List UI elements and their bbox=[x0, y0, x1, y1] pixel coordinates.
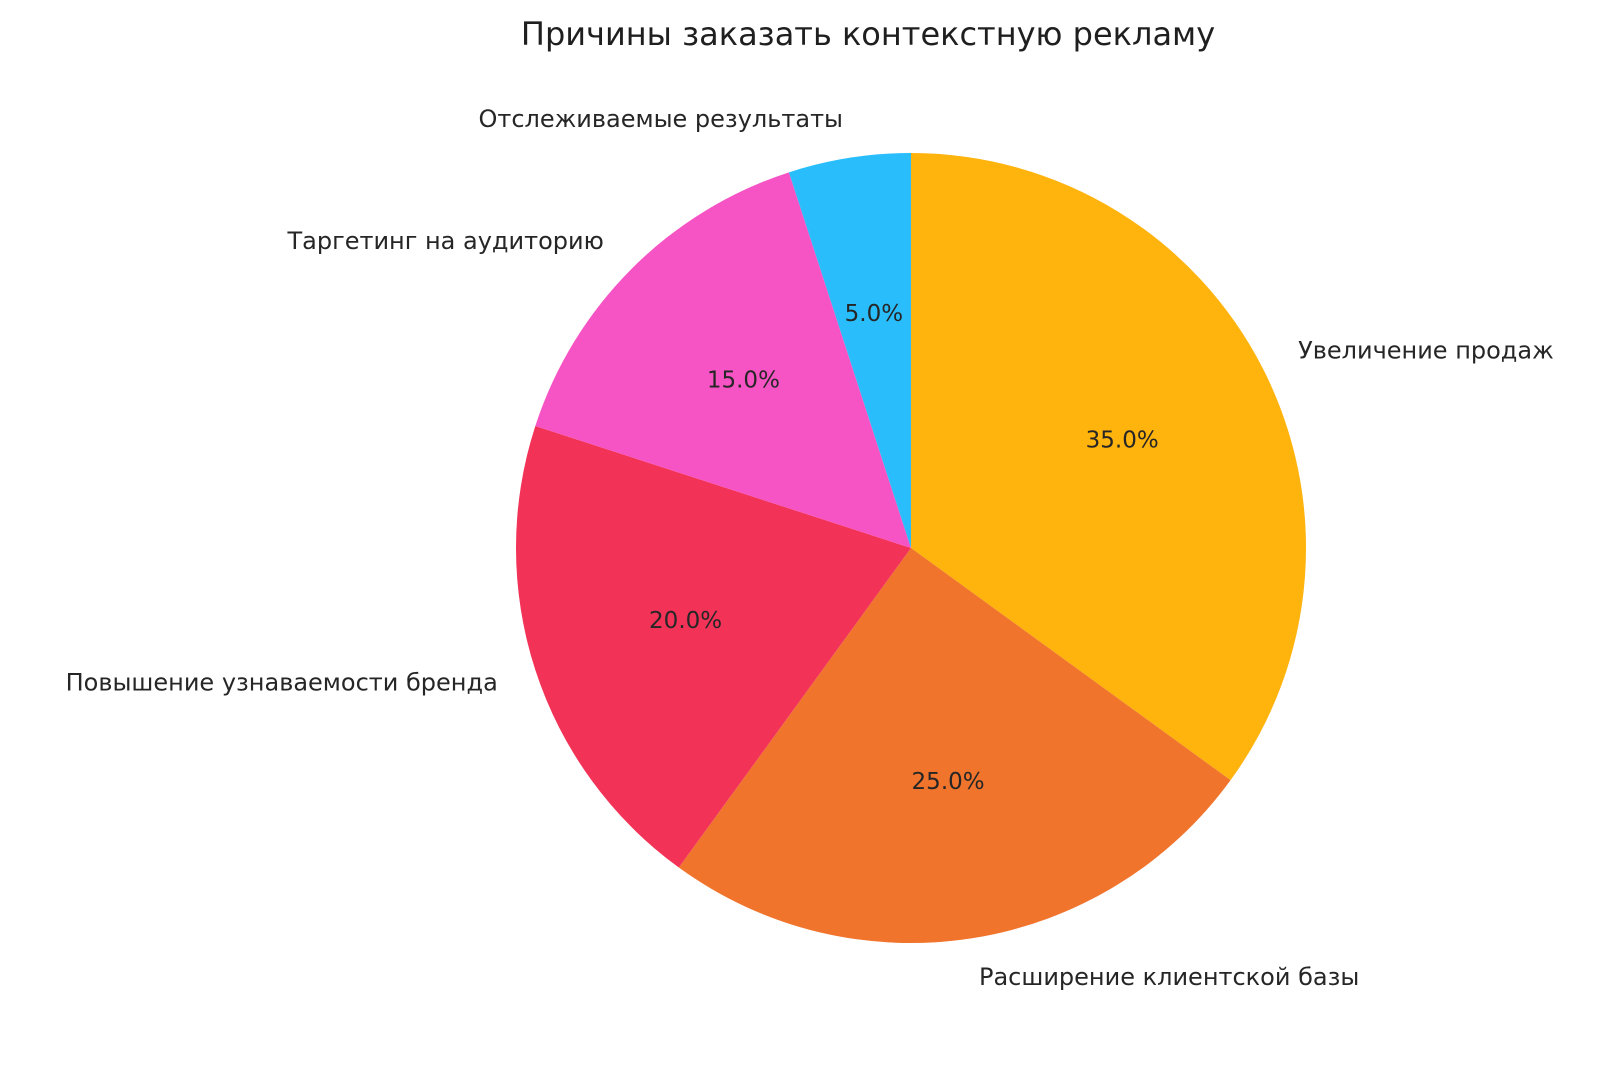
percent-label-2: 20.0% bbox=[649, 608, 722, 634]
category-label-2: Повышение узнаваемости бренда bbox=[66, 668, 498, 696]
category-label-0: Увеличение продаж bbox=[1298, 337, 1554, 365]
pie-slice-1 bbox=[678, 548, 1231, 944]
chart-title: Причины заказать контекстную рекламу bbox=[521, 15, 1215, 53]
category-label-4: Отслеживаемые результаты bbox=[478, 105, 843, 133]
pie-slice-4 bbox=[788, 153, 911, 548]
percent-labels-group: 35.0% 25.0% 20.0% 15.0% 5.0% bbox=[649, 301, 1159, 795]
percent-label-0: 35.0% bbox=[1086, 427, 1159, 453]
category-label-3: Таргетинг на аудиторию bbox=[286, 227, 603, 255]
pie-slices-group bbox=[515, 153, 1307, 944]
percent-label-3: 15.0% bbox=[707, 367, 780, 393]
category-label-1: Расширение клиентской базы bbox=[979, 963, 1359, 991]
percent-label-1: 25.0% bbox=[912, 769, 985, 795]
category-labels-group: Увеличение продаж Расширение клиентской б… bbox=[66, 105, 1554, 991]
pie-slice-3 bbox=[535, 172, 911, 548]
pie-slice-2 bbox=[515, 425, 911, 868]
percent-label-4: 5.0% bbox=[845, 301, 903, 327]
pie-slice-0 bbox=[911, 153, 1307, 781]
